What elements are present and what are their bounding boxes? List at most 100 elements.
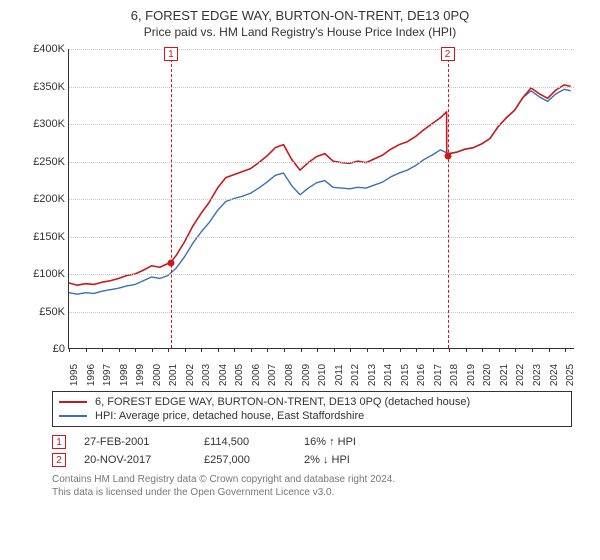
x-axis-label: 2003 bbox=[201, 364, 212, 386]
x-tick bbox=[433, 348, 434, 352]
y-axis-label: £150K bbox=[21, 231, 65, 243]
x-tick bbox=[267, 348, 268, 352]
x-axis-label: 2024 bbox=[549, 364, 560, 386]
x-tick bbox=[515, 348, 516, 352]
x-tick bbox=[135, 348, 136, 352]
y-gridline bbox=[69, 49, 574, 50]
x-axis-label: 2004 bbox=[218, 364, 229, 386]
license-text: Contains HM Land Registry data © Crown c… bbox=[52, 473, 588, 499]
x-tick bbox=[549, 348, 550, 352]
x-axis-label: 2019 bbox=[466, 364, 477, 386]
series-property bbox=[69, 85, 571, 285]
x-tick bbox=[317, 348, 318, 352]
sale-marker-2: 2 bbox=[52, 453, 66, 467]
license-line-2: This data is licensed under the Open Gov… bbox=[52, 486, 588, 499]
x-tick bbox=[185, 348, 186, 352]
chart-subtitle: Price paid vs. HM Land Registry's House … bbox=[12, 25, 588, 39]
legend-label-hpi: HPI: Average price, detached house, East… bbox=[95, 410, 364, 422]
x-axis-label: 2006 bbox=[251, 364, 262, 386]
x-axis-label: 2025 bbox=[565, 364, 576, 386]
x-tick bbox=[251, 348, 252, 352]
sale-date-1: 27-FEB-2001 bbox=[84, 436, 204, 448]
x-axis-label: 2012 bbox=[350, 364, 361, 386]
x-axis-label: 1996 bbox=[86, 364, 97, 386]
legend-swatch-property bbox=[59, 401, 87, 403]
sale-hpi-1: 16% ↑ HPI bbox=[304, 436, 404, 448]
x-axis-label: 2005 bbox=[234, 364, 245, 386]
y-axis-label: £300K bbox=[21, 118, 65, 130]
x-axis-label: 2016 bbox=[416, 364, 427, 386]
x-axis-label: 2017 bbox=[433, 364, 444, 386]
x-axis-label: 1998 bbox=[119, 364, 130, 386]
y-gridline bbox=[69, 162, 574, 163]
x-axis-label: 2020 bbox=[482, 364, 493, 386]
sale-price-2: £257,000 bbox=[204, 454, 304, 466]
x-axis-label: 2002 bbox=[185, 364, 196, 386]
sales-table: 1 27-FEB-2001 £114,500 16% ↑ HPI 2 20-NO… bbox=[52, 435, 572, 467]
x-tick bbox=[400, 348, 401, 352]
x-tick bbox=[449, 348, 450, 352]
y-gridline bbox=[69, 312, 574, 313]
license-line-1: Contains HM Land Registry data © Crown c… bbox=[52, 473, 588, 486]
y-gridline bbox=[69, 124, 574, 125]
x-tick bbox=[86, 348, 87, 352]
sale-vline bbox=[448, 49, 449, 348]
x-tick bbox=[482, 348, 483, 352]
legend-row-hpi: HPI: Average price, detached house, East… bbox=[59, 409, 565, 423]
sale-vline bbox=[171, 49, 172, 348]
sale-row-2: 2 20-NOV-2017 £257,000 2% ↓ HPI bbox=[52, 453, 572, 467]
y-axis-label: £350K bbox=[21, 81, 65, 93]
x-tick bbox=[416, 348, 417, 352]
x-axis-label: 2018 bbox=[449, 364, 460, 386]
chart-title: 6, FOREST EDGE WAY, BURTON-ON-TRENT, DE1… bbox=[12, 8, 588, 23]
x-tick bbox=[218, 348, 219, 352]
x-axis-label: 2011 bbox=[334, 364, 345, 386]
x-tick bbox=[119, 348, 120, 352]
x-tick bbox=[565, 348, 566, 352]
x-axis-label: 2023 bbox=[532, 364, 543, 386]
x-tick bbox=[152, 348, 153, 352]
x-tick bbox=[532, 348, 533, 352]
x-tick bbox=[301, 348, 302, 352]
x-axis-label: 2009 bbox=[301, 364, 312, 386]
plot-region: £0£50K£100K£150K£200K£250K£300K£350K£400… bbox=[68, 49, 574, 349]
sale-vline-label: 2 bbox=[441, 47, 455, 61]
y-gridline bbox=[69, 87, 574, 88]
x-axis-label: 2010 bbox=[317, 364, 328, 386]
y-gridline bbox=[69, 237, 574, 238]
x-tick bbox=[168, 348, 169, 352]
x-axis-label: 2008 bbox=[284, 364, 295, 386]
sale-marker-1: 1 bbox=[52, 435, 66, 449]
x-tick bbox=[367, 348, 368, 352]
sale-marker-dot bbox=[167, 260, 174, 267]
x-axis-label: 2014 bbox=[383, 364, 394, 386]
y-axis-label: £250K bbox=[21, 156, 65, 168]
sale-marker-dot bbox=[444, 153, 451, 160]
x-tick bbox=[102, 348, 103, 352]
x-axis-label: 2013 bbox=[367, 364, 378, 386]
y-axis-label: £50K bbox=[21, 306, 65, 318]
sale-hpi-2: 2% ↓ HPI bbox=[304, 454, 404, 466]
x-tick bbox=[201, 348, 202, 352]
sale-price-1: £114,500 bbox=[204, 436, 304, 448]
x-tick bbox=[234, 348, 235, 352]
x-axis-label: 2000 bbox=[152, 364, 163, 386]
legend-swatch-hpi bbox=[59, 415, 87, 417]
y-axis-label: £200K bbox=[21, 193, 65, 205]
x-tick bbox=[383, 348, 384, 352]
chart-area: £0 £50K £100K £150K £200K £250K £300K £350K £400… bbox=[20, 45, 580, 385]
y-axis-label: £0 bbox=[21, 343, 65, 355]
x-axis-label: 2022 bbox=[515, 364, 526, 386]
legend-box: 6, FOREST EDGE WAY, BURTON-ON-TRENT, DE1… bbox=[52, 391, 572, 427]
legend-row-property: 6, FOREST EDGE WAY, BURTON-ON-TRENT, DE1… bbox=[59, 395, 565, 409]
y-axis-label: £400K bbox=[21, 43, 65, 55]
x-tick bbox=[466, 348, 467, 352]
series-hpi bbox=[69, 89, 571, 294]
x-axis-label: 2021 bbox=[499, 364, 510, 386]
x-tick bbox=[334, 348, 335, 352]
x-tick bbox=[350, 348, 351, 352]
y-axis-label: £100K bbox=[21, 268, 65, 280]
x-tick bbox=[69, 348, 70, 352]
x-axis-label: 1997 bbox=[102, 364, 113, 386]
x-tick bbox=[499, 348, 500, 352]
